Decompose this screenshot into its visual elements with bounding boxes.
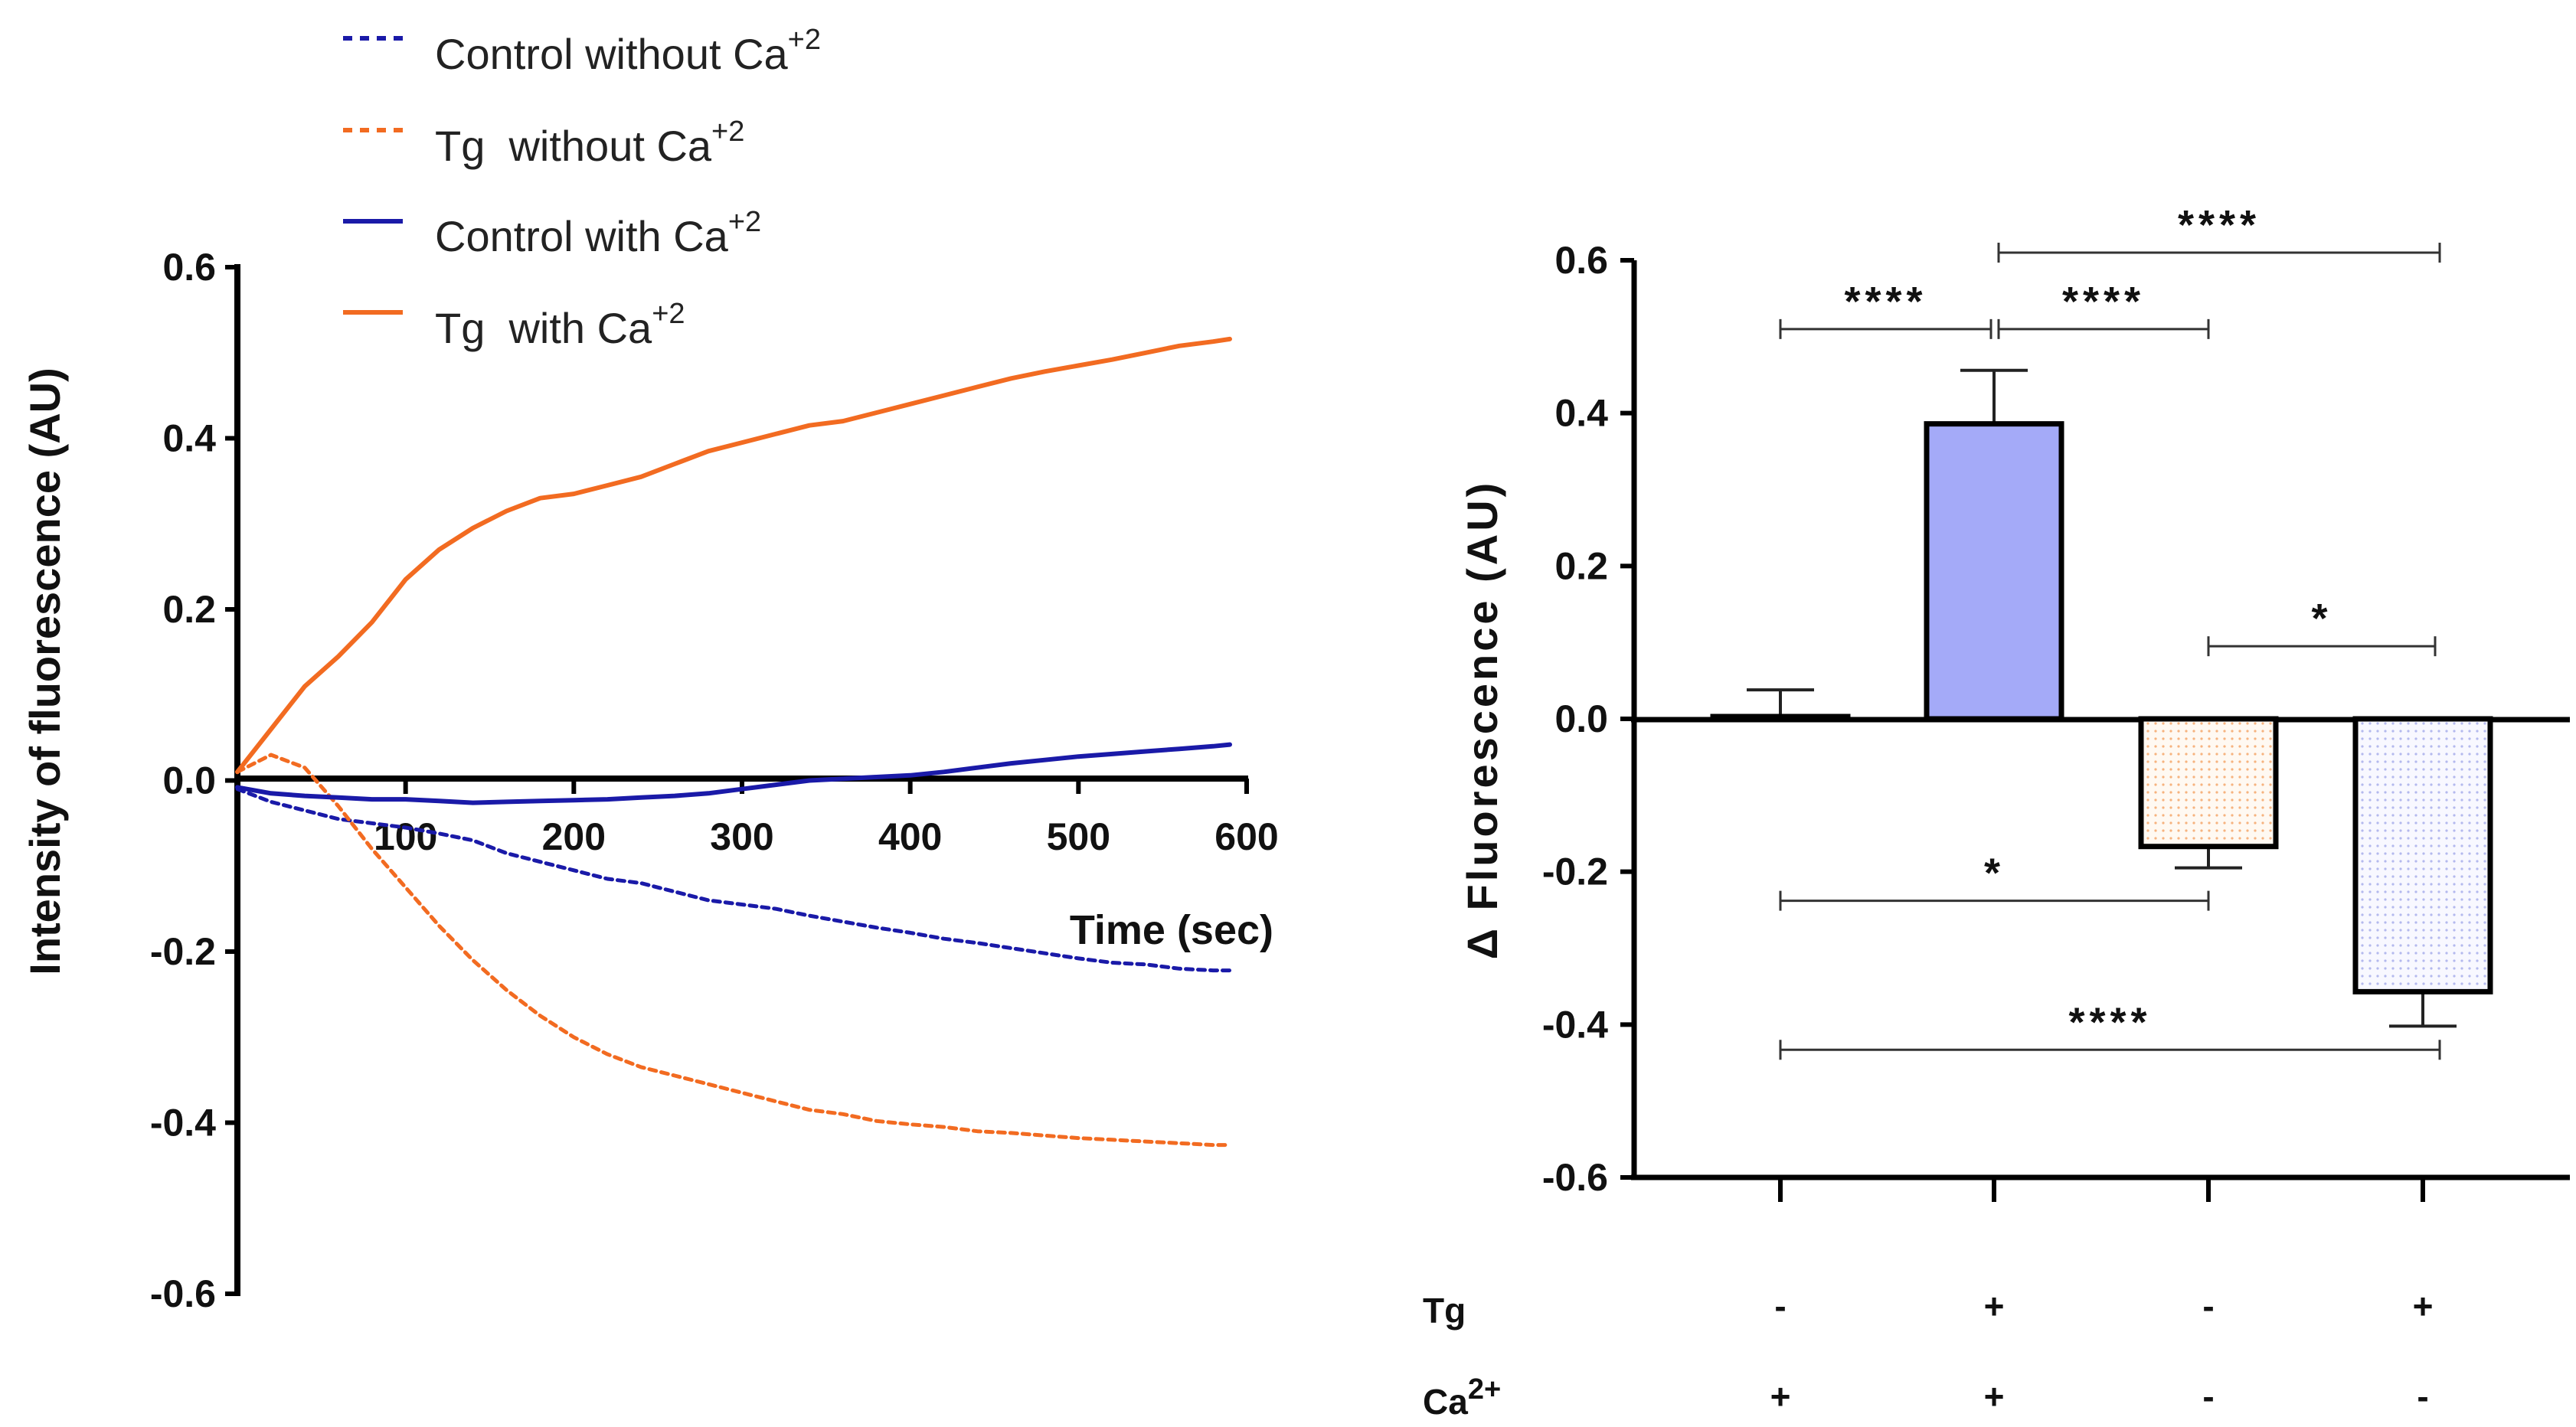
x-ticks: 100 200 300 400 500 600 — [374, 779, 1279, 858]
y-tick-label: 0.0 — [162, 759, 216, 802]
y-tick-label: 0.4 — [1554, 392, 1608, 435]
y-tick-label: -0.2 — [1542, 851, 1608, 893]
x-tick-label: 100 — [374, 815, 437, 858]
tg-sign: - — [2202, 1286, 2214, 1326]
significance-bracket: **** — [1779, 999, 2441, 1060]
x-tick-label: 400 — [878, 815, 942, 858]
y-tick-label: -0.2 — [150, 930, 216, 973]
ca-sign: + — [1984, 1376, 2005, 1416]
series-group — [235, 336, 1232, 1148]
tg-sign: - — [1774, 1286, 1786, 1326]
significance-label: **** — [2062, 279, 2145, 325]
legend: Control without Ca+2 Tg without Ca+2 Con… — [343, 24, 821, 352]
y-ticks: 0.6 0.4 0.2 0.0 -0.2 -0.4 -0.6 — [1542, 239, 1634, 1199]
significance-bracket: * — [2207, 596, 2437, 657]
significance-bracket: **** — [1779, 279, 1992, 339]
y-tick-label: -0.4 — [150, 1102, 216, 1145]
significance-bracket: **** — [1997, 279, 2210, 339]
y-tick-label: -0.6 — [1542, 1156, 1608, 1199]
y-ticks: 0.6 0.4 0.2 0.0 -0.2 -0.4 -0.6 — [150, 246, 237, 1315]
y-tick-label: -0.6 — [150, 1272, 216, 1315]
legend-item-tg-with-ca: Tg with Ca+2 — [343, 298, 685, 352]
tg-sign: + — [2413, 1286, 2434, 1326]
series-line-tg-with-ca — [235, 336, 1232, 775]
y-tick-label: 0.2 — [162, 588, 216, 631]
significance-label: * — [1984, 851, 2005, 896]
y-axis-label: Intensity of fluorescence (AU) — [21, 367, 69, 975]
bar-chart: 0.6 0.4 0.2 0.0 -0.2 -0.4 -0.6 Δ Fluorescence … — [1423, 202, 2570, 1422]
bar-4 — [2352, 716, 2493, 994]
y-tick-label: 0.2 — [1554, 544, 1608, 587]
ca-sign: - — [2417, 1376, 2428, 1416]
significance-bracket: * — [1779, 851, 2210, 911]
bar-1 — [1710, 714, 1851, 722]
legend-item-control-without-ca: Control without Ca+2 — [343, 24, 821, 78]
line-chart: Control without Ca+2 Tg without Ca+2 Con… — [21, 24, 1279, 1315]
row-label-ca: Ca2+ — [1423, 1373, 1501, 1422]
legend-label: Tg with Ca+2 — [435, 298, 685, 352]
significance-label: * — [2311, 596, 2332, 642]
x-tick-label: 300 — [710, 815, 773, 858]
legend-label: Control with Ca+2 — [435, 206, 761, 260]
x-tick-label: 500 — [1047, 815, 1110, 858]
ca-sign: - — [2202, 1376, 2214, 1416]
bars-group — [1710, 368, 2493, 1202]
series-line-tg-without-ca — [235, 753, 1232, 1148]
y-tick-label: 0.6 — [1554, 239, 1608, 282]
tg-sign: + — [1984, 1286, 2005, 1326]
legend-label: Tg without Ca+2 — [435, 116, 744, 170]
x-tick-label: 600 — [1214, 815, 1278, 858]
y-tick-label: -0.4 — [1542, 1003, 1608, 1046]
bar-2 — [1924, 421, 2064, 722]
bar-3 — [2138, 716, 2279, 850]
significance-label: **** — [1844, 279, 1927, 325]
condition-signs: - + + + - - + - — [1770, 1286, 2434, 1416]
ca-sign: + — [1770, 1376, 1791, 1416]
significance-group: **** ************** — [1779, 202, 2441, 1060]
series-line-control-with-ca — [235, 742, 1232, 805]
y-tick-label: 0.6 — [162, 246, 216, 289]
x-axis-label: Time (sec) — [1070, 907, 1273, 953]
y-tick-label: 0.0 — [1554, 697, 1608, 740]
legend-item-tg-without-ca: Tg without Ca+2 — [343, 116, 744, 170]
x-tick-label: 200 — [542, 815, 606, 858]
significance-label: **** — [2068, 999, 2151, 1045]
significance-label: **** — [2178, 202, 2261, 248]
legend-item-control-with-ca: Control with Ca+2 — [343, 206, 761, 260]
legend-label: Control without Ca+2 — [435, 24, 821, 78]
significance-bracket: **** — [1997, 202, 2441, 263]
row-label-tg: Tg — [1423, 1291, 1466, 1331]
series-line-control-without-ca — [235, 787, 1232, 973]
y-tick-label: 0.4 — [162, 417, 216, 460]
y-axis-label: Δ Fluorescence (AU) — [1458, 480, 1506, 960]
